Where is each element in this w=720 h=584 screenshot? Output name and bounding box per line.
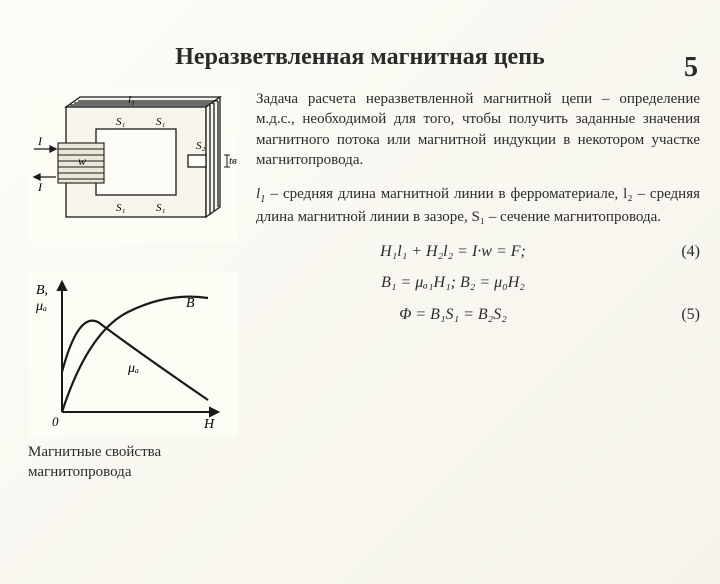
curve-b (62, 297, 208, 412)
para2-l1: l1 (256, 186, 266, 202)
page-title: Неразветвленная магнитная цепь (0, 44, 720, 71)
label-I-in: I (37, 134, 43, 148)
label-s1-top2: S₁ (156, 116, 166, 128)
label-s1-top: S₁ (116, 116, 126, 128)
equation-mid-row: B₁ = μₐ₁H₁; B₂ = μ₀H₂ (256, 272, 700, 294)
ylabel-b: B, (36, 283, 48, 298)
origin-label: 0 (52, 414, 59, 429)
label-tb: tв (229, 155, 237, 167)
label-w: w (78, 154, 86, 168)
figure-bh-curve: B, μₐ B μₐ H 0 (28, 272, 238, 437)
figure-core: l₁ S₁ S₁ S₂ tв I I w S₁ S₁ (28, 89, 238, 244)
label-I-out: I (37, 180, 43, 194)
paragraph-1: Задача расчета неразветвленной магнитной… (256, 89, 700, 170)
equation-5: Φ = B₁S₁ = B₂S₂ (256, 304, 650, 326)
ylabel-mu: μₐ (35, 299, 47, 314)
label-s1-bot: S₁ (116, 202, 126, 214)
equation-4: H₁l₁ + H₂l₂ = I·w = F; (256, 241, 650, 263)
equation-5-num: (5) (650, 304, 700, 326)
page-number: 5 (684, 52, 698, 84)
core-svg: l₁ S₁ S₁ S₂ tв I I w S₁ S₁ (28, 89, 238, 239)
equation-4-row: H₁l₁ + H₂l₂ = I·w = F; (4) (256, 241, 700, 263)
label-s2: S₂ (196, 140, 206, 152)
curve-label-mu: μₐ (127, 361, 139, 376)
bh-svg: B, μₐ B μₐ H 0 (28, 272, 228, 432)
paragraph-2: l1 – средняя длина магнитной линии в фер… (256, 184, 700, 227)
xlabel-h: H (203, 417, 215, 432)
para2-body: – средняя длина магнитной линии в ферром… (256, 186, 700, 225)
equation-mid: B₁ = μₐ₁H₁; B₂ = μ₀H₂ (256, 272, 650, 294)
curve-label-b: B (186, 296, 195, 311)
figure-caption: Магнитные свойства магнитопровода (28, 443, 238, 482)
left-column: l₁ S₁ S₁ S₂ tв I I w S₁ S₁ (28, 89, 238, 482)
equation-5-row: Φ = B₁S₁ = B₂S₂ (5) (256, 304, 700, 326)
label-s1-bot2: S₁ (156, 202, 166, 214)
content-area: l₁ S₁ S₁ S₂ tв I I w S₁ S₁ (0, 89, 720, 482)
label-l1: l₁ (128, 94, 135, 106)
equation-4-num: (4) (650, 241, 700, 263)
right-column: Задача расчета неразветвленной магнитной… (256, 89, 700, 482)
